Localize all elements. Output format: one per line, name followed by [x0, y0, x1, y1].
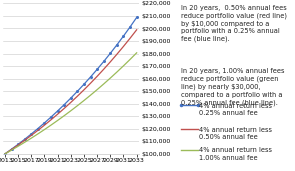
4% annual return less
0.50% annual fee: [63, 107, 66, 109]
Line: 4% annual return less
0.50% annual fee: 4% annual return less 0.50% annual fee: [5, 30, 137, 154]
4% annual return less
1.00% annual fee: [69, 110, 73, 112]
4% annual return less
0.25% annual fee: [82, 83, 86, 85]
4% annual return less
0.50% annual fee: [89, 82, 92, 84]
4% annual return less
1.00% annual fee: [3, 153, 7, 155]
Line: 4% annual return less
1.00% annual fee: 4% annual return less 1.00% annual fee: [5, 53, 137, 154]
4% annual return less
0.50% annual fee: [36, 129, 40, 131]
4% annual return less
1.00% annual fee: [109, 77, 112, 79]
4% annual return less
1.00% annual fee: [23, 141, 27, 143]
Text: 4% annual return less
0.50% annual fee: 4% annual return less 0.50% annual fee: [199, 127, 272, 140]
4% annual return less
1.00% annual fee: [115, 71, 119, 73]
4% annual return less
0.50% annual fee: [49, 119, 53, 121]
4% annual return less
0.50% annual fee: [95, 75, 99, 77]
4% annual return less
1.00% annual fee: [122, 65, 125, 67]
4% annual return less
0.25% annual fee: [63, 104, 66, 106]
4% annual return less
1.00% annual fee: [128, 58, 132, 60]
4% annual return less
1.00% annual fee: [49, 124, 53, 126]
4% annual return less
1.00% annual fee: [10, 149, 13, 151]
4% annual return less
0.50% annual fee: [16, 144, 20, 146]
4% annual return less
0.25% annual fee: [95, 68, 99, 70]
4% annual return less
1.00% annual fee: [76, 105, 79, 107]
4% annual return less
1.00% annual fee: [95, 89, 99, 91]
4% annual return less
1.00% annual fee: [30, 137, 33, 139]
4% annual return less
0.25% annual fee: [3, 153, 7, 155]
4% annual return less
0.50% annual fee: [43, 124, 46, 126]
4% annual return less
0.25% annual fee: [10, 148, 13, 150]
4% annual return less
0.50% annual fee: [69, 101, 73, 103]
4% annual return less
1.00% annual fee: [102, 83, 106, 85]
4% annual return less
0.50% annual fee: [3, 153, 7, 155]
4% annual return less
1.00% annual fee: [16, 145, 20, 147]
4% annual return less
0.25% annual fee: [30, 133, 33, 135]
4% annual return less
0.50% annual fee: [135, 29, 138, 31]
Text: 4% annual return less
0.25% annual fee: 4% annual return less 0.25% annual fee: [199, 103, 272, 116]
4% annual return less
0.25% annual fee: [16, 143, 20, 145]
4% annual return less
1.00% annual fee: [89, 94, 92, 96]
4% annual return less
0.25% annual fee: [122, 35, 125, 37]
4% annual return less
0.25% annual fee: [128, 26, 132, 28]
4% annual return less
0.50% annual fee: [109, 61, 112, 63]
Text: In 20 years, 1.00% annual fees
reduce portfolio value (green
line) by nearly $30: In 20 years, 1.00% annual fees reduce po…: [181, 68, 285, 106]
4% annual return less
1.00% annual fee: [135, 52, 138, 54]
4% annual return less
0.25% annual fee: [23, 138, 27, 140]
4% annual return less
0.25% annual fee: [69, 97, 73, 99]
4% annual return less
0.25% annual fee: [109, 52, 112, 54]
Line: 4% annual return less
0.25% annual fee: 4% annual return less 0.25% annual fee: [4, 17, 137, 155]
4% annual return less
0.50% annual fee: [128, 37, 132, 39]
4% annual return less
0.25% annual fee: [36, 128, 40, 130]
4% annual return less
0.50% annual fee: [56, 113, 59, 115]
4% annual return less
0.50% annual fee: [102, 68, 106, 70]
4% annual return less
0.25% annual fee: [89, 76, 92, 78]
4% annual return less
1.00% annual fee: [56, 119, 59, 121]
4% annual return less
0.25% annual fee: [135, 16, 138, 18]
4% annual return less
0.50% annual fee: [76, 95, 79, 97]
4% annual return less
1.00% annual fee: [63, 115, 66, 117]
4% annual return less
1.00% annual fee: [43, 129, 46, 131]
4% annual return less
0.25% annual fee: [102, 60, 106, 62]
4% annual return less
0.25% annual fee: [43, 122, 46, 124]
4% annual return less
0.50% annual fee: [30, 134, 33, 136]
4% annual return less
1.00% annual fee: [36, 133, 40, 135]
4% annual return less
0.50% annual fee: [115, 53, 119, 55]
4% annual return less
0.25% annual fee: [76, 90, 79, 92]
4% annual return less
1.00% annual fee: [82, 100, 86, 102]
4% annual return less
0.25% annual fee: [49, 116, 53, 118]
Text: In 20 years,  0.50% annual fees
reduce portfolio value (red line)
by $10,000 com: In 20 years, 0.50% annual fees reduce po…: [181, 5, 287, 42]
4% annual return less
0.50% annual fee: [82, 89, 86, 91]
4% annual return less
0.25% annual fee: [56, 110, 59, 112]
4% annual return less
0.25% annual fee: [115, 44, 119, 46]
4% annual return less
0.50% annual fee: [10, 148, 13, 150]
4% annual return less
0.50% annual fee: [23, 139, 27, 141]
Text: 4% annual return less
1.00% annual fee: 4% annual return less 1.00% annual fee: [199, 147, 272, 161]
4% annual return less
0.50% annual fee: [122, 45, 125, 47]
